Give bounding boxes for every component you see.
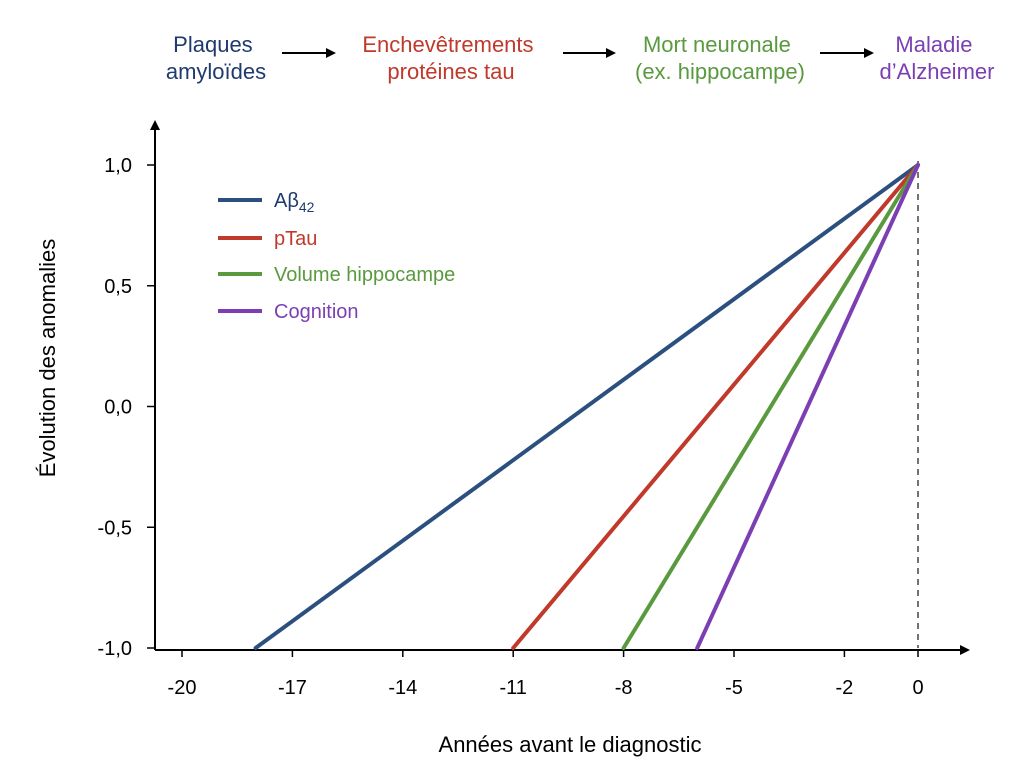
y-tick-label: -0,5 — [98, 517, 132, 539]
x-tick-label: -11 — [499, 677, 526, 699]
flow-step-neuronal-line1: Mort neuronale — [643, 32, 791, 57]
flow-header: Plaques amyloïdes Enchevêtrements protéi… — [166, 32, 995, 84]
y-tick-label: 0,0 — [104, 397, 132, 419]
flow-step-tau-line2: protéines tau — [387, 59, 514, 84]
flow-step-alzheimer: Maladie d’Alzheimer — [880, 32, 995, 84]
flow-step-plaques: Plaques amyloïdes — [166, 32, 266, 84]
flow-step-alzheimer-line1: Maladie — [895, 32, 972, 57]
y-axis-title: Évolution des anomalies — [35, 239, 60, 477]
y-ticks: -1,0 -0,5 0,0 0,5 1,0 — [98, 155, 155, 660]
x-tick-label: 0 — [912, 677, 923, 699]
y-tick-label: 0,5 — [104, 276, 132, 298]
series-line-1 — [511, 163, 920, 650]
legend-label-abeta-base: Aβ — [274, 190, 299, 212]
flow-step-plaques-line2: amyloïdes — [166, 59, 266, 84]
y-tick-label: 1,0 — [104, 155, 132, 177]
x-tick-label: -8 — [615, 677, 633, 699]
x-ticks: -20 -17 -14 -11 -8 -5 -2 0 — [168, 650, 924, 699]
flow-step-alzheimer-line2: d’Alzheimer — [880, 59, 995, 84]
series-line-0 — [253, 163, 920, 650]
x-tick-label: -17 — [278, 677, 307, 699]
flow-step-plaques-line1: Plaques — [173, 32, 253, 57]
x-tick-label: -5 — [725, 677, 743, 699]
y-tick-label: -1,0 — [98, 638, 132, 660]
x-tick-label: -20 — [168, 677, 197, 699]
flow-step-neuronal-line2: (ex. hippocampe) — [635, 59, 805, 84]
legend-label-cognition: Cognition — [274, 301, 359, 323]
x-axis-title: Années avant le diagnostic — [439, 732, 702, 757]
flow-step-tau: Enchevêtrements protéines tau — [362, 32, 539, 84]
x-tick-label: -2 — [836, 677, 854, 699]
flow-step-neuronal: Mort neuronale (ex. hippocampe) — [635, 32, 805, 84]
x-tick-label: -14 — [388, 677, 417, 699]
series-line-2 — [621, 163, 920, 650]
series-line-3 — [695, 163, 920, 650]
series-lines — [253, 163, 920, 650]
legend-label-ptau: pTau — [274, 228, 317, 250]
legend-label-abeta-sub: 42 — [299, 199, 315, 215]
legend-label-hippocampus: Volume hippocampe — [274, 264, 455, 286]
legend: Aβ42 pTau Volume hippocampe Cognition — [218, 190, 455, 323]
legend-label-abeta: Aβ42 — [274, 190, 315, 215]
flow-step-tau-line1: Enchevêtrements — [362, 32, 533, 57]
